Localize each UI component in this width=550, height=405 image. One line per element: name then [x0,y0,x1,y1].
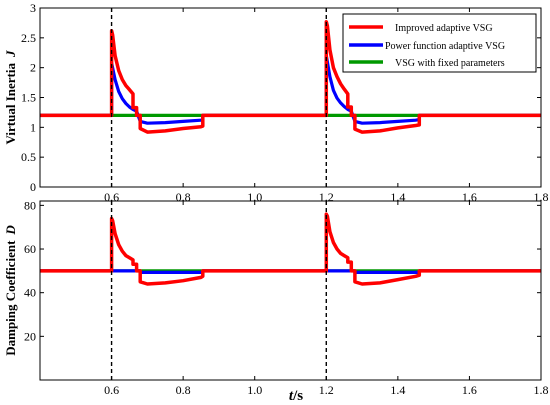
legend-label-power: Power function adaptive VSG [385,41,505,52]
inertia-y-tick-label: 2.5 [21,31,36,45]
inertia-plot-frame [39,7,542,188]
damping-series-layer [40,212,541,286]
damping-panel: 0.6 0.8 1.0 1.2 1.4 1.6 1.8 20 40 60 80 Damping Co… [3,198,549,397]
damping-series-improved [40,212,541,286]
inertia-y-axis-label: Virtual InertiaJ [3,50,18,144]
damping-event-lines [110,201,327,380]
inertia-y-tick-label: 3 [30,1,36,15]
damping-y-axis-label: Damping CoefficientD [3,225,18,356]
damping-x-tick-label: 0.6 [104,383,119,397]
legend-label-improved: Improved adaptive VSG [395,23,493,34]
damping-x-tick-label: 1.0 [247,383,262,397]
inertia-y-tick-label: 0 [30,180,36,194]
damping-x-tick-label: 1.4 [390,383,405,397]
inertia-event-lines [110,8,327,187]
inertia-y-tick-label: 1 [30,120,36,134]
damping-y-tick-label: 80 [24,198,36,212]
damping-y-tick-label: 20 [24,329,36,343]
damping-plot-frame [39,200,542,381]
legend-label-fixed: VSG with fixed parameters [395,58,505,69]
damping-y-tick-label: 60 [24,242,36,256]
inertia-y-tick-label: 2 [30,61,36,75]
legend: Improved adaptive VSG Power function ada… [342,13,537,73]
x-axis-label: t/s [289,388,303,404]
damping-x-tick-label: 0.8 [176,383,191,397]
inertia-y-tick-label: 0.5 [21,150,36,164]
inertia-series-improved [40,19,541,134]
damping-x-tick-label: 1.2 [319,383,334,397]
inertia-series-layer [40,19,541,134]
damping-x-tick-label: 1.8 [534,383,549,397]
damping-x-tick-label: 1.6 [462,383,477,397]
damping-ticks: 0.6 0.8 1.0 1.2 1.4 1.6 1.8 20 40 60 80 [24,198,549,397]
damping-y-tick-label: 40 [24,286,36,300]
inertia-y-tick-label: 1.5 [21,91,36,105]
